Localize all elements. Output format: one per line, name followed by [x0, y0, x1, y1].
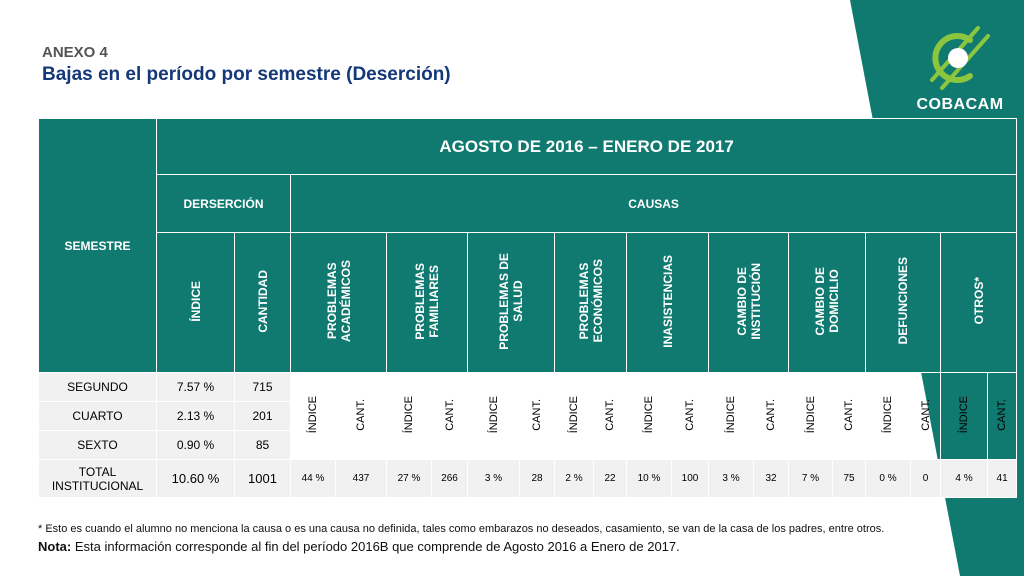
sub-cant-label: CANT. [910, 372, 941, 460]
desercion-header: DERSERCIÓN [156, 174, 291, 233]
indice-header: ÍNDICE [156, 232, 235, 373]
cause-header-otros: OTROS* [939, 232, 1018, 373]
sub-cant-label: CANT. [832, 372, 866, 460]
total-cause-cant: 22 [593, 459, 627, 498]
nota-text: Esta información corresponde al fin del … [71, 539, 680, 554]
sub-cant-label: CANT. [335, 372, 387, 460]
sub-cant-label: CANT. [593, 372, 627, 460]
cause-header-familiares: PROBLEMAS FAMILIARES [386, 232, 468, 373]
total-cause-cant: 0 [910, 459, 941, 498]
sub-cant-label: CANT. [753, 372, 789, 460]
table-row: CUARTO 2.13 % 201 [38, 401, 1017, 431]
total-cantidad: 1001 [234, 459, 291, 498]
cantidad-cell: 715 [234, 372, 291, 402]
total-cause-cant: 32 [753, 459, 789, 498]
total-cause-cant: 100 [671, 459, 709, 498]
total-cause-indice: 27 % [386, 459, 432, 498]
total-label: TOTAL INSTITUCIONAL [38, 459, 157, 498]
period-header: AGOSTO DE 2016 – ENERO DE 2017 [155, 118, 1018, 175]
cantidad-header: CANTIDAD [234, 232, 291, 373]
sub-indice-label: ÍNDICE [626, 372, 672, 460]
sub-indice-label: ÍNDICE [940, 372, 988, 460]
sub-indice-label: ÍNDICE [467, 372, 520, 460]
cause-header-inasistencias: INASISTENCIAS [626, 232, 709, 373]
total-cause-indice: 3 % [467, 459, 520, 498]
page-title: Bajas en el período por semestre (Deserc… [42, 64, 451, 85]
cause-header-salud: PROBLEMAS DE SALUD [467, 232, 555, 373]
cause-header-defunciones: DEFUNCIONES [865, 232, 941, 373]
total-cause-indice: 0 % [865, 459, 911, 498]
sub-cant-label: CANT. [431, 372, 468, 460]
footnote-nota: Nota: Esta información corresponde al fi… [38, 539, 680, 554]
semestre-header: SEMESTRE [38, 118, 157, 373]
sub-indice-label: ÍNDICE [788, 372, 833, 460]
sub-indice-label: ÍNDICE [554, 372, 594, 460]
sub-indice-label: ÍNDICE [290, 372, 336, 460]
sub-indice-label: ÍNDICE [865, 372, 911, 460]
cause-header-academicos: PROBLEMAS ACADÉMICOS [290, 232, 387, 373]
table-row: SEXTO 0.90 % 85 [38, 430, 1017, 460]
total-cause-cant: 75 [832, 459, 866, 498]
total-cause-cant: 41 [986, 459, 1018, 498]
cause-header-cambio-institucion: CAMBIO DE INSTITUCIÓN [708, 232, 789, 373]
cause-header-economicos: PROBLEMAS ECONÓMICOS [554, 232, 627, 373]
total-cause-indice: 2 % [554, 459, 594, 498]
brand-name: COBACAM [916, 96, 1004, 113]
semestre-cell: SEXTO [38, 430, 157, 460]
semestre-cell: SEGUNDO [38, 372, 157, 402]
table-row: SEGUNDO 7.57 % 715 ÍNDICE CANT. ÍNDICE C… [38, 372, 1018, 460]
total-row: TOTAL INSTITUCIONAL 10.60 % 1001 44 % 437… [38, 459, 1018, 498]
indice-cell: 7.57 % [156, 372, 235, 402]
desercion-table: SEMESTRE AGOSTO DE 2016 – ENERO DE 2017 … [38, 118, 1018, 498]
indice-cell: 2.13 % [156, 401, 235, 431]
total-indice: 10.60 % [156, 459, 235, 498]
footnote-star: * Esto es cuando el alumno no menciona l… [38, 523, 885, 535]
total-cause-indice: 3 % [708, 459, 754, 498]
cause-header-cambio-domicilio: CAMBIO DE DOMICILIO [788, 232, 866, 373]
indice-cell: 0.90 % [156, 430, 235, 460]
total-cause-indice: 7 % [788, 459, 833, 498]
nota-label: Nota: [38, 539, 72, 554]
sub-cant-label: CANT. [519, 372, 555, 460]
sub-cant-label: CANT. [671, 372, 709, 460]
total-cause-cant: 28 [519, 459, 555, 498]
semestre-cell: CUARTO [38, 401, 157, 431]
total-cause-indice: 44 % [290, 459, 336, 498]
annex-label: ANEXO 4 [42, 44, 108, 61]
cantidad-cell: 201 [234, 401, 291, 431]
total-cause-indice: 4 % [940, 459, 988, 498]
sub-cant-label: CANT. [986, 372, 1018, 460]
total-cause-cant: 437 [335, 459, 387, 498]
causas-header: CAUSAS [289, 174, 1018, 233]
total-cause-cant: 266 [431, 459, 468, 498]
cantidad-cell: 85 [234, 430, 291, 460]
sub-indice-label: ÍNDICE [708, 372, 754, 460]
cobacam-logo [930, 26, 990, 90]
total-cause-indice: 10 % [626, 459, 672, 498]
sub-indice-label: ÍNDICE [386, 372, 432, 460]
